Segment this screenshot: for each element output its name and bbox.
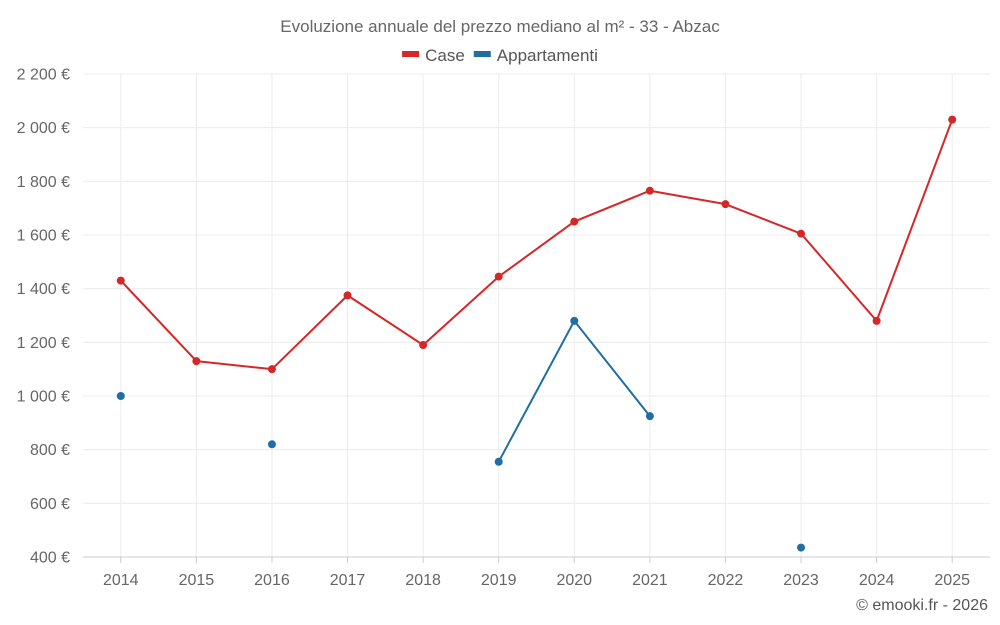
grid (83, 73, 990, 557)
data-point-appartamenti[interactable] (570, 316, 579, 325)
chart-title: Evoluzione annuale del prezzo mediano al… (280, 17, 720, 36)
data-point-appartamenti[interactable] (116, 392, 125, 400)
x-tick-label: 2016 (254, 572, 290, 589)
legend-swatch-case[interactable] (402, 51, 420, 57)
x-tick-label: 2021 (632, 572, 668, 589)
data-point-case[interactable] (116, 276, 125, 285)
y-tick-label: 2 200 € (17, 67, 70, 84)
x-tick-label: 2015 (179, 572, 215, 589)
legend-swatch-appartamenti[interactable] (473, 51, 491, 57)
y-tick-label: 1 200 € (17, 335, 70, 352)
x-tick-label: 2023 (783, 572, 819, 589)
data-point-case[interactable] (570, 217, 579, 226)
x-tick-label: 2024 (859, 572, 895, 589)
data-point-appartamenti[interactable] (645, 412, 654, 421)
series-line-case (120, 119, 954, 371)
legend-label: Case (425, 46, 465, 65)
y-tick-label: 800 € (30, 442, 70, 459)
data-point-appartamenti[interactable] (494, 457, 503, 466)
data-point-appartamenti[interactable] (797, 543, 806, 552)
data-point-case[interactable] (343, 291, 352, 300)
data-point-case[interactable] (267, 365, 276, 374)
y-tick-label: 1 800 € (17, 174, 70, 191)
data-point-case[interactable] (419, 341, 428, 350)
series-layer (116, 115, 957, 552)
axes: 400 € 600 € 800 € 1 000 € 1 200 € 1 400 € 1 60… (17, 67, 990, 589)
data-point-case[interactable] (797, 229, 806, 238)
x-tick-label: 2025 (934, 572, 970, 589)
credit-text: © emooki.fr - 2026 (856, 597, 988, 614)
data-point-case[interactable] (494, 272, 503, 281)
y-tick-label: 1 000 € (17, 389, 70, 406)
data-point-case[interactable] (192, 357, 201, 366)
legend-label: Appartamenti (497, 46, 598, 65)
y-tick-label: 400 € (30, 550, 70, 567)
data-point-case[interactable] (721, 200, 730, 209)
data-point-appartamenti[interactable] (267, 440, 276, 449)
x-tick-label: 2014 (103, 572, 139, 589)
data-point-case[interactable] (872, 316, 881, 325)
y-tick-label: 600 € (30, 496, 70, 513)
y-tick-label: 1 400 € (17, 281, 70, 298)
y-tick-label: 2 000 € (17, 120, 70, 137)
x-tick-label: 2018 (405, 572, 441, 589)
x-tick-label: 2019 (481, 572, 517, 589)
x-tick-label: 2017 (330, 572, 366, 589)
x-tick-label: 2022 (708, 572, 744, 589)
data-point-case[interactable] (645, 186, 654, 195)
data-point-case[interactable] (948, 115, 957, 124)
x-tick-label: 2020 (556, 572, 592, 589)
y-tick-label: 1 600 € (17, 228, 70, 245)
legend[interactable]: Case Appartamenti (402, 46, 598, 65)
